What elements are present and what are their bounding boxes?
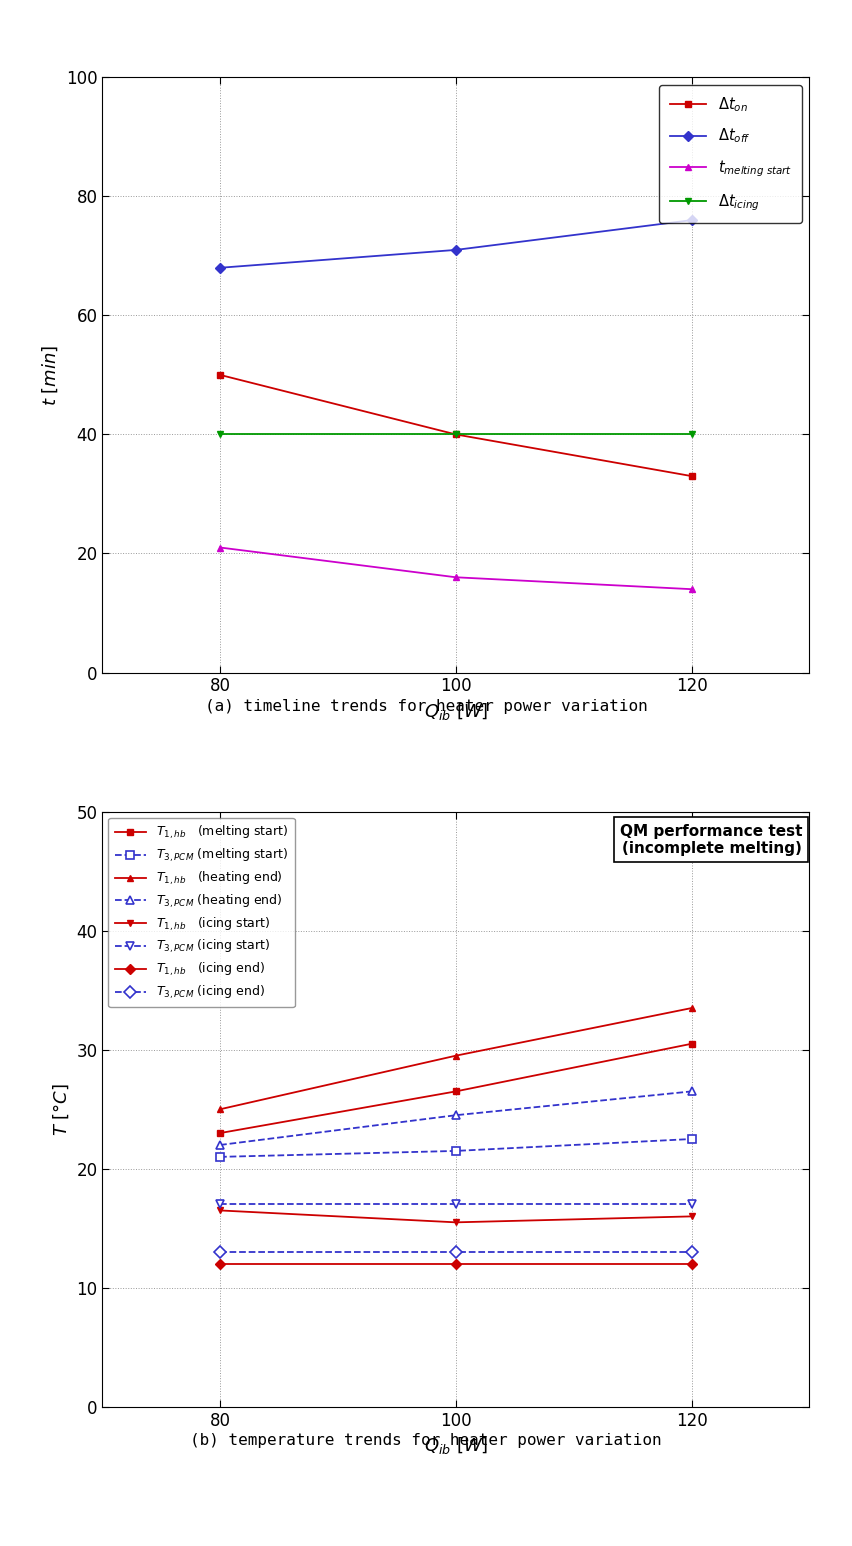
Legend: $\Delta t_{on}$, $\Delta t_{off}$, $t_{melting\ start}$, $\Delta t_{icing}$: $\Delta t_{on}$, $\Delta t_{off}$, $t_{m… bbox=[659, 85, 802, 223]
Text: QM performance test
(incomplete melting): QM performance test (incomplete melting) bbox=[619, 824, 803, 856]
Text: (a) timeline trends for heater power variation: (a) timeline trends for heater power var… bbox=[204, 699, 648, 714]
X-axis label: $Q_{ib}\ [W]$: $Q_{ib}\ [W]$ bbox=[423, 1435, 488, 1456]
Legend: $T_{1,hb}$   (melting start), $T_{3,PCM}$ (melting start), $T_{1,hb}$   (heating: $T_{1,hb}$ (melting start), $T_{3,PCM}$ … bbox=[108, 818, 295, 1008]
Y-axis label: $t\ [min]$: $t\ [min]$ bbox=[41, 345, 60, 405]
Y-axis label: $T\ [°C]$: $T\ [°C]$ bbox=[51, 1082, 71, 1136]
Text: (b) temperature trends for heater power variation: (b) temperature trends for heater power … bbox=[190, 1433, 662, 1449]
X-axis label: $Q_{ib}\ [W]$: $Q_{ib}\ [W]$ bbox=[423, 700, 488, 722]
